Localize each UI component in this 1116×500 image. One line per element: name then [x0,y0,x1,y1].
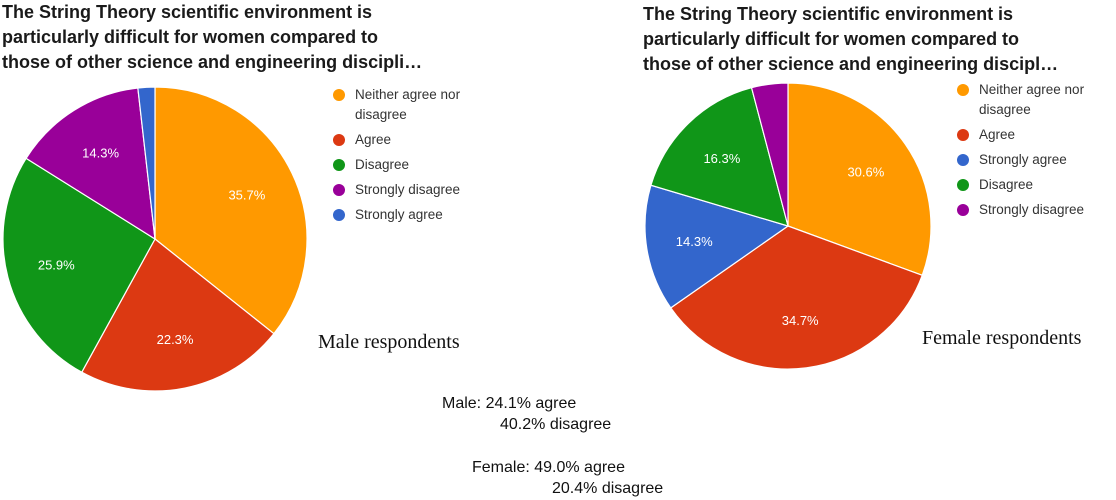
title-line: particularly difficult for women compare… [643,29,1020,49]
legend-item-neither-agree-nor-disagree: Neither agree nor disagree [957,80,1107,120]
pie-slice-strongly-agree [137,86,156,240]
legend-swatch [957,204,969,216]
slice-label-agree: 34.7% [782,313,819,328]
pie-slice-neither-agree-nor-disagree [787,82,932,277]
pie-slice-agree [669,225,924,370]
legend-swatch [957,129,969,141]
legend-item-strongly-disagree: Strongly disagree [333,180,493,200]
caption-female: Female respondents [922,327,1082,349]
legend-swatch [957,179,969,191]
legend-item-agree: Agree [957,125,1107,145]
legend-label: Disagree [979,177,1034,192]
legend-item-disagree: Disagree [957,175,1107,195]
summary-female-agree: Female: 49.0% agree [472,459,625,476]
title-line: The String Theory scientific environment… [643,4,1014,24]
pie-slice-agree [80,238,275,392]
legend-swatch [333,184,345,196]
legend-item-agree: Agree [333,130,493,150]
legend-label: Agree [355,132,392,147]
legend-label: Strongly disagree [355,182,461,197]
pie-slice-disagree [2,157,156,374]
pie-chart-male: 35.7% 22.3% 25.9% 14.3% [2,86,308,392]
legend-item-strongly-agree: Strongly agree [957,150,1107,170]
caption-male: Male respondents [318,331,460,353]
title-line: The String Theory scientific environment… [2,2,373,22]
legend-label: Strongly agree [355,207,443,222]
legend-label: Disagree [355,157,410,172]
slice-label-strongly-disagree: 14.3% [82,146,119,161]
summary-female-disagree: 20.4% disagree [552,480,664,497]
pie-slice-strongly-disagree [750,82,789,227]
legend-swatch [957,154,969,166]
slice-label-strongly-agree: 14.3% [676,234,713,249]
legend-item-neither-agree-nor-disagree: Neither agree nor disagree [333,85,493,125]
legend-swatch [333,159,345,171]
legend-label: Neither agree nor [979,82,1085,97]
pie-slice-neither-agree-nor-disagree [154,86,308,335]
pie-chart-female: 30.6% 34.7% 14.3% 16.3% [644,82,932,370]
legend-swatch [957,84,969,96]
title-line: those of other science and engineering d… [2,52,423,72]
title-line: particularly difficult for women compare… [2,27,379,47]
pie-slice-disagree [650,86,789,227]
chart-title-male: The String Theory scientific environment… [2,0,422,75]
chart-title-female: The String Theory scientific environment… [643,2,1058,77]
legend-label: Strongly agree [979,152,1067,167]
legend-item-strongly-agree: Strongly agree [333,205,493,225]
legend-swatch [333,134,345,146]
slice-label-agree: 22.3% [157,332,194,347]
summary-male-disagree: 40.2% disagree [500,416,612,433]
legend-swatch [333,89,345,101]
legend-male: Neither agree nor disagree Agree Disagree St… [333,85,493,230]
legend-label: Agree [979,127,1016,142]
legend-label: Neither agree nor [355,87,461,102]
legend-label: Strongly disagree [979,202,1085,217]
title-line: those of other science and engineering d… [643,54,1059,74]
slice-label-neither-agree-nor-disagree: 30.6% [847,165,884,180]
slice-label-neither-agree-nor-disagree: 35.7% [228,188,265,203]
pie-slice-strongly-disagree [25,87,156,241]
legend-female: Neither agree nor disagree Agree Strongly a… [957,80,1107,225]
slice-label-disagree: 16.3% [703,151,740,166]
summary-male-agree: Male: 24.1% agree [442,395,577,412]
legend-swatch [333,209,345,221]
legend-label: disagree [979,102,1031,117]
slice-label-disagree: 25.9% [38,258,75,273]
legend-item-disagree: Disagree [333,155,493,175]
legend-label: disagree [355,107,407,122]
legend-item-strongly-disagree: Strongly disagree [957,200,1107,220]
